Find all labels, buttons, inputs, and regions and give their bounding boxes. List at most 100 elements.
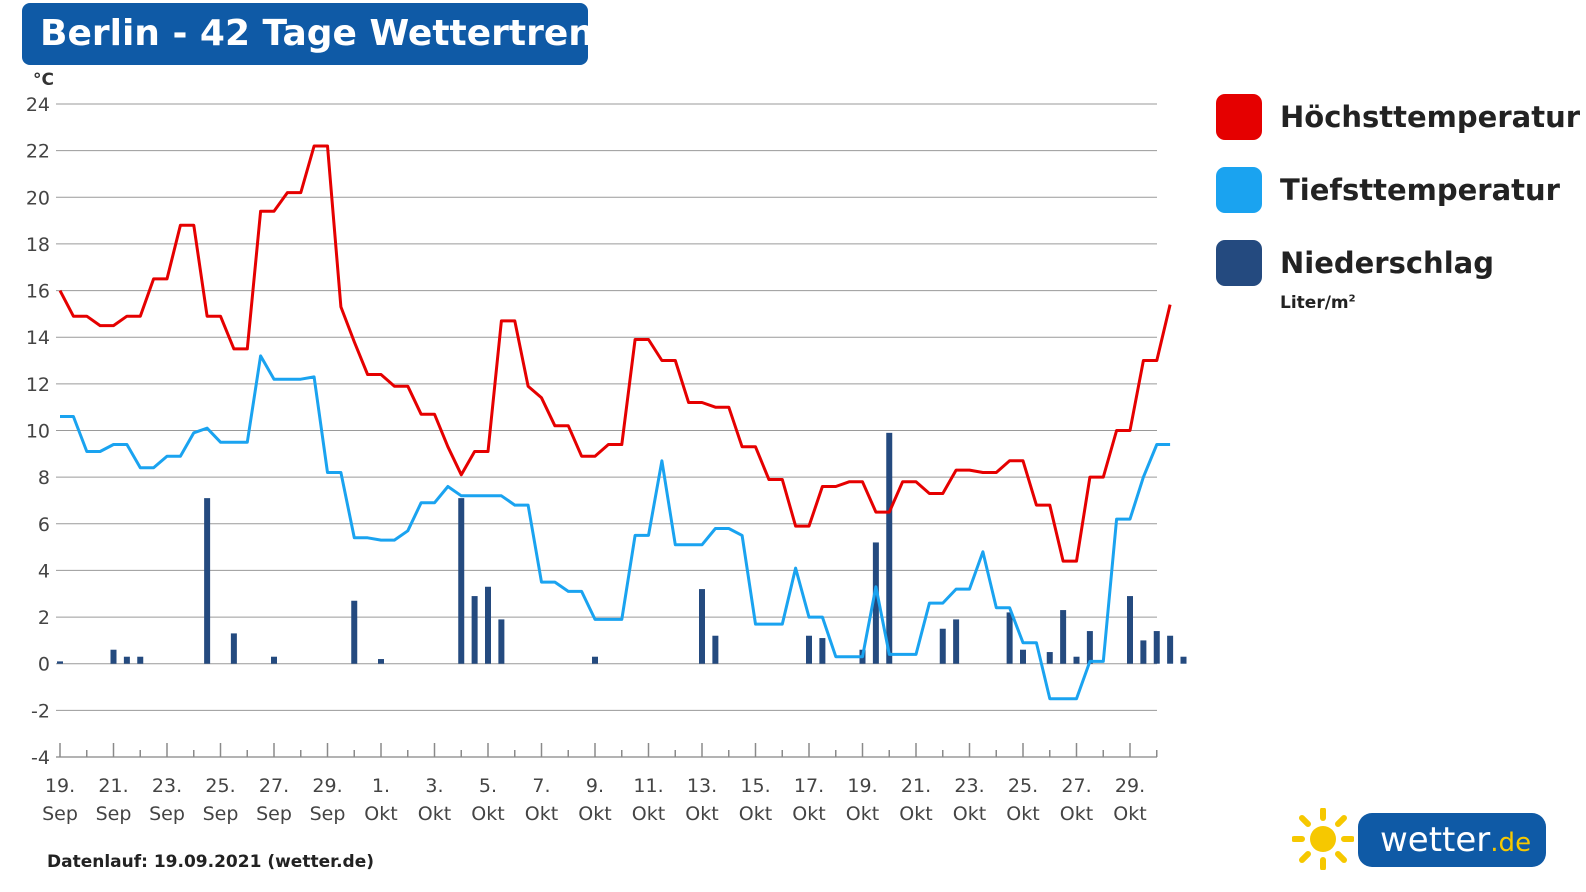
x-tick-label-month: Okt — [953, 803, 986, 825]
precipitation-bar — [498, 619, 505, 664]
x-tick-label-day: 9. — [586, 775, 604, 797]
chart-title: Berlin - 42 Tage Wettertrend — [22, 3, 620, 65]
y-tick-label: 4 — [38, 560, 50, 582]
precipitation-bar — [1060, 610, 1067, 664]
legend-swatch-light-blue — [1216, 167, 1262, 213]
precipitation-unit: Liter/m2 — [1280, 293, 1356, 313]
x-tick-label-month: Okt — [899, 803, 932, 825]
y-tick-label: 12 — [26, 374, 50, 396]
precipitation-bar — [1140, 640, 1147, 664]
x-tick-label-day: 11. — [633, 775, 663, 797]
x-tick-label-day: 27. — [259, 775, 289, 797]
x-tick-label-day: 21. — [901, 775, 931, 797]
precipitation-bar — [137, 656, 144, 664]
x-tick-label-day: 23. — [954, 775, 984, 797]
precipitation-bar — [1153, 631, 1160, 664]
x-tick-label-month: Okt — [364, 803, 397, 825]
wetter-de-logo[interactable]: wetter.de — [1358, 813, 1546, 867]
legend-label: Tiefsttemperatur — [1280, 173, 1560, 207]
precipitation-bar — [886, 432, 893, 664]
precipitation-bar — [819, 638, 826, 664]
x-tick-label-day: 29. — [1115, 775, 1145, 797]
series-line-max-temperature — [58, 144, 1172, 563]
precipitation-bar — [1086, 631, 1093, 664]
precipitation-bar — [230, 633, 237, 664]
precipitation-bar — [872, 542, 879, 664]
x-tick-label-month: Sep — [256, 803, 292, 825]
x-tick-label-month: Sep — [310, 803, 346, 825]
precipitation-bar — [458, 498, 465, 664]
precipitation-bar — [1167, 635, 1174, 664]
x-tick-label-month: Okt — [792, 803, 825, 825]
x-tick-label-month: Okt — [471, 803, 504, 825]
x-tick-label-day: 25. — [1008, 775, 1038, 797]
y-tick-label: 10 — [26, 421, 50, 443]
x-tick-label-month: Okt — [578, 803, 611, 825]
precipitation-bar — [351, 600, 358, 664]
y-tick-label: 16 — [26, 281, 50, 303]
x-tick-label-month: Okt — [739, 803, 772, 825]
y-tick-label: 20 — [26, 187, 50, 209]
y-tick-label: 24 — [26, 94, 50, 116]
y-tick-label: 14 — [26, 327, 50, 349]
x-tick-label-month: Okt — [846, 803, 879, 825]
precipitation-bar — [953, 619, 960, 664]
x-tick-label-month: Okt — [1060, 803, 1093, 825]
precipitation-bar — [485, 586, 491, 664]
y-axis-unit-label: °C — [33, 70, 54, 90]
series-line-min-temperature — [60, 354, 1171, 701]
x-tick-label-day: 21. — [98, 775, 128, 797]
precipitation-bar — [123, 656, 130, 664]
legend-swatch-dark-blue — [1216, 240, 1262, 286]
logo-name: wetter — [1380, 820, 1491, 860]
precipitation-bar — [712, 635, 719, 664]
precipitation-unit-exponent: 2 — [1348, 293, 1356, 305]
precipitation-bar — [57, 661, 63, 664]
legend-item-tiefsttemperatur: Tiefsttemperatur — [1216, 167, 1560, 213]
x-tick-label-day: 25. — [205, 775, 235, 797]
x-tick-label-month: Okt — [525, 803, 558, 825]
x-tick-label-month: Sep — [96, 803, 132, 825]
x-tick-label-day: 19. — [45, 775, 75, 797]
data-run-footer: Datenlauf: 19.09.2021 (wetter.de) — [47, 852, 374, 872]
y-tick-label: 22 — [26, 141, 50, 163]
y-tick-label: 2 — [38, 607, 50, 629]
legend-label: Niederschlag — [1280, 246, 1494, 280]
precipitation-bar — [271, 656, 277, 664]
x-tick-label-month: Sep — [149, 803, 185, 825]
x-tick-label-month: Okt — [685, 803, 718, 825]
precipitation-bar — [699, 589, 705, 664]
precipitation-bar — [471, 596, 478, 664]
legend-item-niederschlag: Niederschlag — [1216, 240, 1494, 286]
precipitation-bar — [592, 656, 598, 664]
y-tick-label: 18 — [26, 234, 50, 256]
x-tick-label-day: 27. — [1061, 775, 1091, 797]
x-tick-label-day: 15. — [740, 775, 770, 797]
x-tick-label-day: 19. — [847, 775, 877, 797]
precipitation-bar — [1073, 656, 1080, 664]
precipitation-bar — [1127, 596, 1133, 664]
precipitation-unit-text: Liter/m — [1280, 293, 1349, 313]
legend-swatch-red — [1216, 94, 1262, 140]
x-tick-label-day: 23. — [152, 775, 182, 797]
y-tick-label: 6 — [38, 514, 50, 536]
x-tick-label-month: Okt — [632, 803, 665, 825]
x-tick-label-day: 29. — [312, 775, 342, 797]
y-tick-label: -2 — [31, 700, 50, 722]
precipitation-bar — [1020, 649, 1026, 664]
sun-icon — [1292, 808, 1354, 870]
y-tick-label: 8 — [38, 467, 50, 489]
precipitation-bar — [110, 649, 117, 664]
y-tick-label: 0 — [38, 654, 50, 676]
y-tick-label: -4 — [31, 747, 50, 769]
legend-label: Höchsttemperatur — [1280, 100, 1581, 134]
x-tick-label-day: 3. — [425, 775, 443, 797]
precipitation-bar — [1046, 652, 1053, 664]
x-tick-label-day: 17. — [794, 775, 824, 797]
legend-item-hoechsttemperatur: Höchsttemperatur — [1216, 94, 1580, 140]
x-tick-label-day: 5. — [479, 775, 497, 797]
precipitation-bar — [939, 628, 946, 664]
x-tick-label-day: 13. — [687, 775, 717, 797]
precipitation-bar — [1180, 656, 1187, 664]
